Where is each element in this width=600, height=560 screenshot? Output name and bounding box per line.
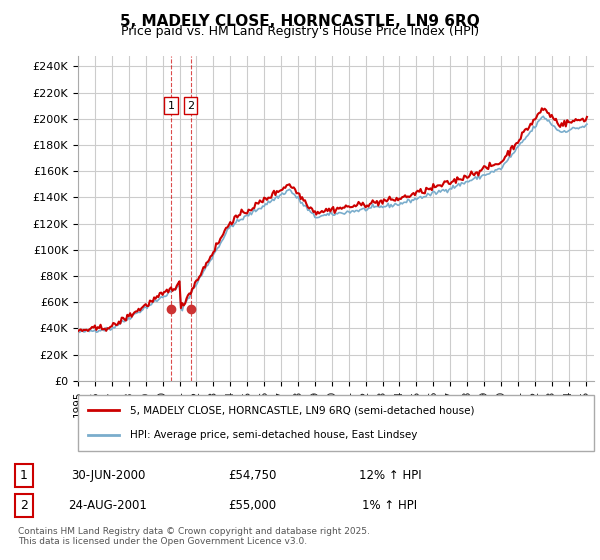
Text: 1: 1 [167, 101, 175, 111]
Text: 5, MADELY CLOSE, HORNCASTLE, LN9 6RQ: 5, MADELY CLOSE, HORNCASTLE, LN9 6RQ [120, 14, 480, 29]
Text: Price paid vs. HM Land Registry's House Price Index (HPI): Price paid vs. HM Land Registry's House … [121, 25, 479, 38]
Text: 24-AUG-2001: 24-AUG-2001 [68, 499, 148, 512]
Text: 12% ↑ HPI: 12% ↑ HPI [359, 469, 421, 482]
Text: 30-JUN-2000: 30-JUN-2000 [71, 469, 145, 482]
Text: £54,750: £54,750 [228, 469, 276, 482]
Text: 1% ↑ HPI: 1% ↑ HPI [362, 499, 418, 512]
Text: 2: 2 [20, 499, 28, 512]
FancyBboxPatch shape [78, 395, 594, 451]
Text: HPI: Average price, semi-detached house, East Lindsey: HPI: Average price, semi-detached house,… [130, 430, 417, 440]
Text: 2: 2 [187, 101, 194, 111]
Text: £55,000: £55,000 [228, 499, 276, 512]
Text: 5, MADELY CLOSE, HORNCASTLE, LN9 6RQ (semi-detached house): 5, MADELY CLOSE, HORNCASTLE, LN9 6RQ (se… [130, 405, 474, 416]
Text: 1: 1 [20, 469, 28, 482]
Text: Contains HM Land Registry data © Crown copyright and database right 2025.
This d: Contains HM Land Registry data © Crown c… [18, 526, 370, 546]
